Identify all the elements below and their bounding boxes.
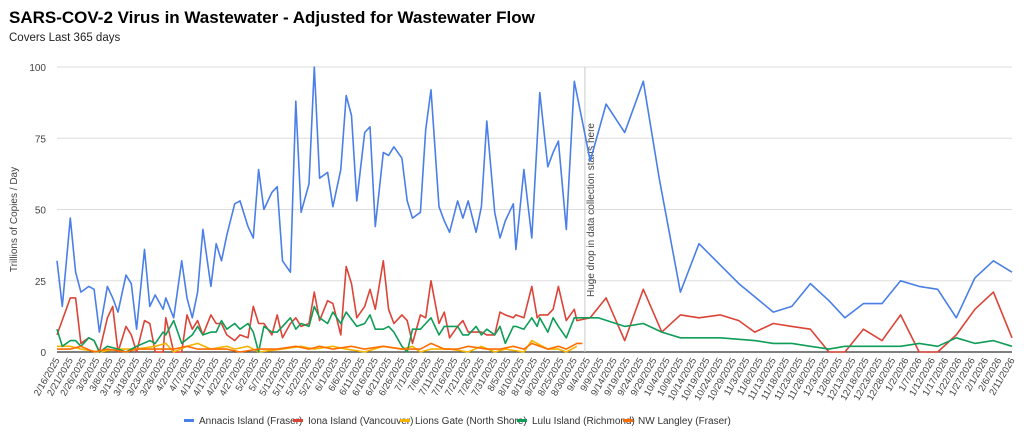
legend-swatch <box>293 419 303 422</box>
legend-swatch <box>623 419 633 422</box>
legend-label: Annacis Island (Fraser) <box>199 416 302 427</box>
legend-swatch <box>184 419 194 422</box>
chart-subtitle: Covers Last 365 days <box>9 32 121 44</box>
legend-label: Lions Gate (North Shore) <box>415 416 527 427</box>
legend-label: Lulu Island (Richmond) <box>532 416 635 427</box>
annotation-text: Huge drop in data collection starts here <box>586 123 597 297</box>
y-tick-label: 50 <box>35 206 47 217</box>
series-line-5 <box>57 342 583 353</box>
legend-swatch <box>400 419 410 422</box>
y-tick-label: 25 <box>35 277 47 288</box>
legend-label: NW Langley (Fraser) <box>638 416 731 427</box>
y-tick-label: 0 <box>40 348 46 359</box>
y-axis-title: Trillions of Copies / Day <box>9 167 20 272</box>
legend-swatch <box>517 419 527 422</box>
series-line-2 <box>56 260 1013 353</box>
y-tick-label: 100 <box>29 63 46 74</box>
series-line-1 <box>56 66 1013 333</box>
chart-title: SARS-COV-2 Virus in Wastewater - Adjuste… <box>9 8 535 27</box>
series-line-4 <box>56 305 1013 353</box>
y-tick-label: 75 <box>35 134 47 145</box>
legend-label: Iona Island (Vancouver) <box>308 416 413 427</box>
